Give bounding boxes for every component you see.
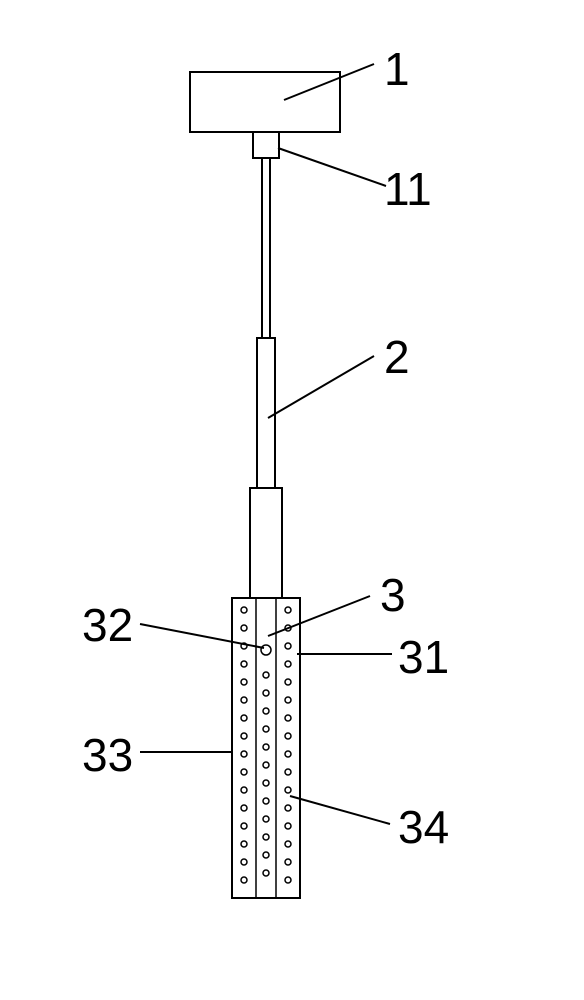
- label-2: 2: [384, 330, 410, 384]
- diagram-container: 1 11 2 3 31 32 33 34: [0, 0, 584, 1000]
- label-34: 34: [398, 800, 449, 854]
- label-33: 33: [82, 728, 133, 782]
- label-31: 31: [398, 630, 449, 684]
- diagram-svg: [0, 0, 584, 1000]
- label-32: 32: [82, 598, 133, 652]
- label-1: 1: [384, 42, 410, 96]
- label-3: 3: [380, 568, 406, 622]
- label-11: 11: [384, 162, 432, 216]
